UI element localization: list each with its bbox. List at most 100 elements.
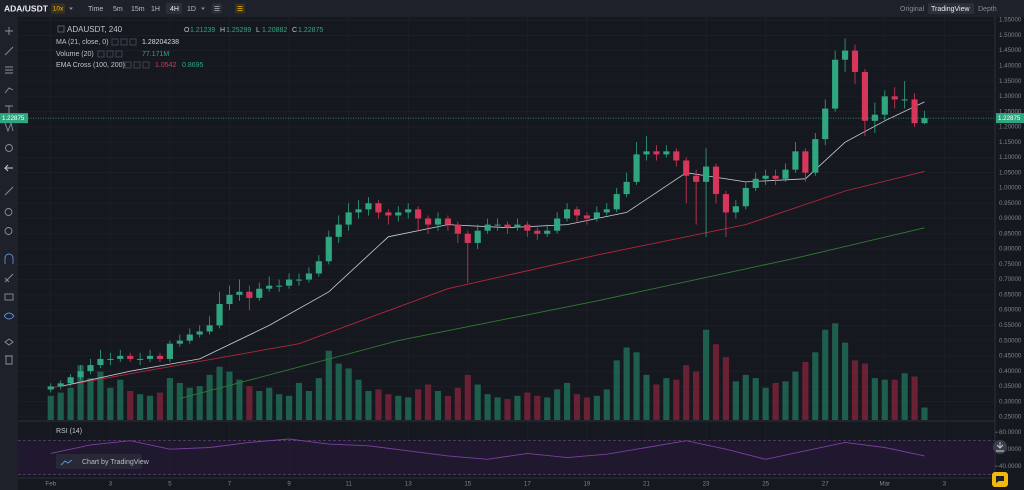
candle-body <box>782 169 789 179</box>
candle-body <box>216 303 223 326</box>
volume-bar <box>415 389 422 420</box>
candle-body <box>246 291 253 298</box>
volume-bar <box>921 407 928 420</box>
pattern-tool[interactable] <box>4 87 14 94</box>
candle-body <box>424 218 432 225</box>
candle-body <box>405 209 412 213</box>
interval[interactable]: Time <box>88 6 103 13</box>
volume-bar <box>554 389 561 420</box>
legend-button[interactable] <box>124 61 132 69</box>
trash-tool[interactable] <box>5 355 13 365</box>
volume-bar <box>87 378 94 420</box>
leverage[interactable]: 10x <box>53 6 64 13</box>
zoom-in-tool[interactable] <box>4 208 13 216</box>
view-tab[interactable]: Depth <box>978 6 997 13</box>
trendline-tool[interactable] <box>4 46 14 56</box>
candle-body <box>702 166 710 182</box>
interval[interactable]: 15m <box>131 6 145 13</box>
pair[interactable]: ADA/USDT <box>4 3 49 13</box>
candle-body <box>792 151 799 170</box>
y-tick-label: 0.75000 <box>999 261 1022 268</box>
emoji-tool[interactable] <box>5 144 13 152</box>
dropdown-caret[interactable] <box>69 7 73 11</box>
volume-bar <box>603 389 610 420</box>
watermark-logo <box>60 459 73 466</box>
volume-bar <box>295 382 303 420</box>
zoom-out-tool[interactable] <box>4 227 13 235</box>
y-tick-label: 1.50000 <box>999 32 1022 39</box>
watermark-box[interactable] <box>56 454 142 469</box>
candle-body <box>534 230 541 234</box>
candle-body <box>345 212 352 225</box>
hide-tool[interactable] <box>3 312 15 320</box>
fib-tool[interactable] <box>5 66 13 74</box>
candle-body <box>156 355 164 359</box>
legend-button[interactable] <box>97 50 105 58</box>
text-tool[interactable] <box>5 105 13 114</box>
last-price-label: 1.22875 <box>998 115 1021 122</box>
interval-caret[interactable] <box>201 7 205 11</box>
candle-body <box>127 355 134 359</box>
legend-button[interactable] <box>133 61 141 69</box>
candle-body <box>643 151 650 155</box>
candle-body <box>77 371 84 378</box>
volume-bar <box>424 384 432 420</box>
volume-bar <box>256 390 263 420</box>
active-interval <box>166 3 182 14</box>
candle-body <box>583 215 591 219</box>
leverage-badge[interactable] <box>51 3 65 14</box>
interval[interactable]: 4H <box>170 6 179 13</box>
x-tick-label: 17 <box>524 481 531 488</box>
volume-bar <box>623 347 630 420</box>
ohlc-label: L <box>256 27 260 34</box>
layers-tool[interactable] <box>4 338 14 346</box>
candle-body <box>623 181 630 195</box>
candle-body <box>295 279 303 281</box>
lock-tool[interactable] <box>4 293 14 301</box>
collapse-icon[interactable] <box>57 25 65 33</box>
volume-bar <box>573 394 581 420</box>
view-tab[interactable]: TradingView <box>931 6 970 13</box>
legend-button[interactable] <box>106 50 114 58</box>
volume-bar <box>166 378 173 420</box>
volume-bar <box>861 363 869 420</box>
ruler-tool[interactable] <box>4 186 14 196</box>
view-tab[interactable]: Original <box>900 6 925 13</box>
watermark[interactable]: Chart by TradingView <box>82 459 150 466</box>
interval[interactable]: 5m <box>113 6 123 13</box>
legend-button[interactable] <box>129 38 137 46</box>
x-tick-label: Feb <box>45 481 56 488</box>
volume-bar <box>792 371 799 420</box>
candle-body <box>87 365 94 372</box>
y-tick-label: 1.25000 <box>999 108 1022 115</box>
ema-slow-line <box>179 227 925 400</box>
y-tick-label: 0.85000 <box>999 230 1022 237</box>
x-tick-label: 19 <box>583 481 590 488</box>
candle-body <box>812 139 819 173</box>
candle-body <box>772 175 779 179</box>
rsi-line <box>50 438 925 460</box>
interval[interactable]: 1D <box>187 6 196 13</box>
legend-button[interactable] <box>111 38 119 46</box>
y-tick-label: 1.10000 <box>999 154 1022 161</box>
last-price-badge-left <box>0 113 28 124</box>
magnet-tool[interactable] <box>4 253 14 264</box>
candle-body <box>57 383 64 387</box>
ohlc-value: 1.22875 <box>298 27 323 34</box>
volume-bar <box>315 378 322 420</box>
candle-body <box>186 334 193 341</box>
legend-button[interactable] <box>120 38 128 46</box>
volume-bar <box>752 378 759 420</box>
volume-bar <box>216 366 223 420</box>
volume-bar <box>206 374 213 420</box>
interval[interactable]: 1H <box>151 6 160 13</box>
back-tool[interactable] <box>3 164 13 172</box>
crosshair-tool[interactable] <box>5 27 13 35</box>
stay-drawing-tool[interactable] <box>4 273 14 283</box>
legend-button[interactable] <box>115 50 123 58</box>
y-tick-label: 0.60000 <box>999 307 1022 314</box>
pitchfork-tool[interactable] <box>4 121 14 133</box>
x-tick-label: 3 <box>943 481 947 488</box>
x-tick-label: 15 <box>464 481 471 488</box>
legend-button[interactable] <box>142 61 150 69</box>
